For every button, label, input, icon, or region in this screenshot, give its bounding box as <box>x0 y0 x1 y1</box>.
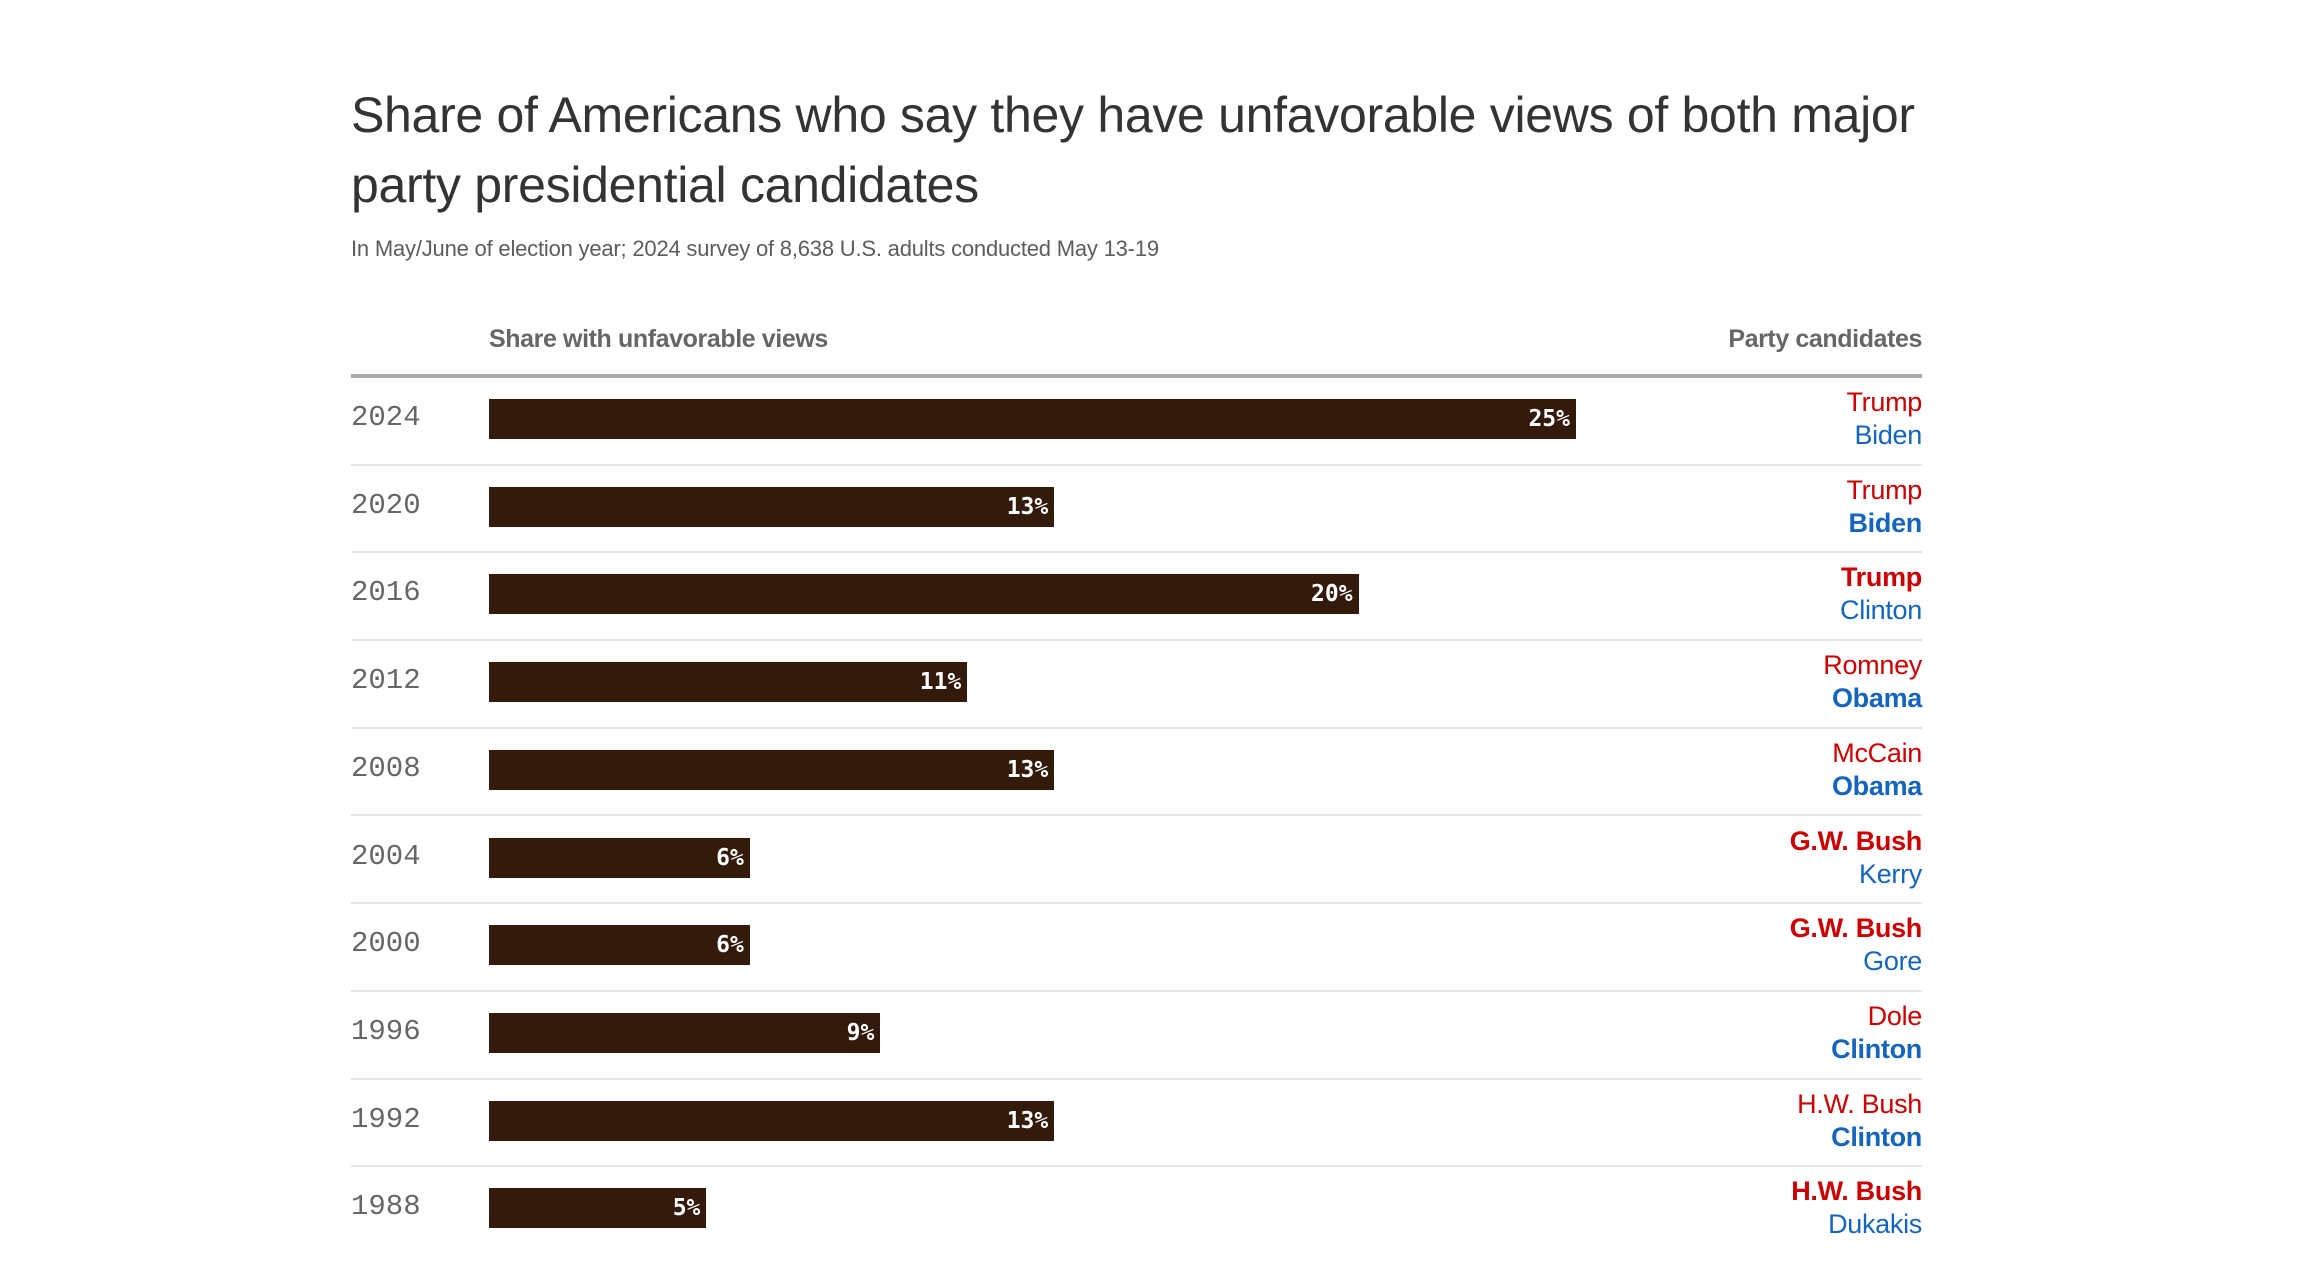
chart-row: 1992 13% H.W. Bush Clinton <box>351 1080 1922 1168</box>
candidates: Trump Clinton <box>1840 561 1922 627</box>
row-divider <box>351 463 1922 466</box>
democratic-candidate: Clinton <box>1831 1033 1922 1064</box>
year-label: 2008 <box>351 751 421 785</box>
year-label: 2000 <box>351 927 421 961</box>
bar: 25% <box>489 399 1576 439</box>
year-label: 2012 <box>351 664 421 698</box>
democratic-candidate: Biden <box>1854 420 1922 450</box>
bar: 13% <box>489 486 1055 527</box>
democratic-candidate: Obama <box>1831 770 1922 801</box>
chart-row: 1996 9% Dole Clinton <box>351 992 1922 1080</box>
republican-candidate: Trump <box>1846 474 1922 505</box>
democratic-candidate: Gore <box>1863 946 1922 977</box>
candidates: Romney Obama <box>1823 649 1922 715</box>
chart-row: 1988 5% H.W. Bush Dukakis <box>351 1167 1922 1255</box>
chart: Share of Americans who say they have unf… <box>351 0 1922 1276</box>
row-divider <box>351 814 1922 817</box>
chart-row: 2012 11% Romney Obama <box>351 641 1922 729</box>
republican-candidate: McCain <box>1832 737 1922 768</box>
bar: 20% <box>489 574 1359 615</box>
bar: 11% <box>489 662 968 703</box>
candidates: G.W. Bush Kerry <box>1789 825 1923 891</box>
year-label: 2004 <box>351 839 421 873</box>
year-label: 2024 <box>351 401 421 434</box>
democratic-candidate: Biden <box>1848 507 1922 538</box>
republican-candidate: H.W. Bush <box>1791 1176 1922 1207</box>
bar-value-label: 25% <box>1528 406 1570 432</box>
year-label: 1992 <box>351 1102 421 1136</box>
chart-row: 2004 6% G.W. Bush Kerry <box>351 817 1922 905</box>
row-divider <box>351 902 1922 905</box>
republican-candidate: G.W. Bush <box>1789 825 1923 856</box>
bar-value-label: 5% <box>672 1195 701 1222</box>
year-label: 1996 <box>351 1014 421 1048</box>
row-divider <box>351 551 1922 554</box>
bar-value-label: 13% <box>1006 756 1049 783</box>
chart-row: 2008 13% McCain Obama <box>351 729 1922 817</box>
bar: 13% <box>489 1100 1055 1141</box>
column-header-share: Share with unfavorable views <box>489 325 828 353</box>
candidates: H.W. Bush Dukakis <box>1791 1175 1922 1241</box>
bar: 9% <box>489 1012 881 1053</box>
chart-row: 2000 6% G.W. Bush Gore <box>351 904 1922 992</box>
bar: 6% <box>489 837 750 878</box>
row-divider <box>351 1165 1922 1168</box>
bar-value-label: 20% <box>1311 581 1353 608</box>
republican-candidate: H.W. Bush <box>1797 1088 1922 1119</box>
row-divider <box>351 989 1922 992</box>
column-header-candidates: Party candidates <box>1728 325 1922 353</box>
row-divider <box>351 639 1922 642</box>
bar-value-label: 11% <box>919 669 962 696</box>
republican-candidate: Trump <box>1840 562 1922 593</box>
row-divider <box>351 1077 1922 1080</box>
candidates: Dole Clinton <box>1831 1000 1922 1066</box>
bar-value-label: 6% <box>716 844 744 871</box>
republican-candidate: Dole <box>1867 1000 1923 1031</box>
bar: 5% <box>489 1188 707 1229</box>
democratic-candidate: Clinton <box>1840 595 1922 626</box>
chart-row: 2020 13% Trump Biden <box>351 466 1922 554</box>
bar-value-label: 6% <box>716 932 744 959</box>
header-rule <box>351 374 1922 378</box>
democratic-candidate: Clinton <box>1831 1121 1922 1152</box>
chart-subtitle: In May/June of election year; 2024 surve… <box>351 236 1159 261</box>
chart-title: Share of Americans who say they have unf… <box>351 87 1915 213</box>
bar-value-label: 13% <box>1006 1107 1049 1134</box>
republican-candidate: Trump <box>1846 387 1922 417</box>
chart-row: 2024 25% Trump Biden <box>351 378 1922 466</box>
republican-candidate: G.W. Bush <box>1789 913 1923 944</box>
candidates: H.W. Bush Clinton <box>1797 1088 1922 1154</box>
democratic-candidate: Obama <box>1831 683 1922 714</box>
year-label: 2020 <box>351 488 421 522</box>
candidates: Trump Biden <box>1846 386 1922 452</box>
bar-value-label: 13% <box>1006 493 1049 520</box>
year-label: 1988 <box>351 1190 421 1224</box>
year-label: 2016 <box>351 576 421 610</box>
candidates: McCain Obama <box>1832 737 1922 803</box>
republican-candidate: Romney <box>1823 650 1922 681</box>
candidates: Trump Biden <box>1846 474 1922 540</box>
bar: 13% <box>489 749 1055 790</box>
democratic-candidate: Dukakis <box>1828 1209 1922 1240</box>
bar-value-label: 9% <box>846 1019 875 1046</box>
chart-row: 2016 20% Trump Clinton <box>351 553 1922 642</box>
row-divider <box>351 726 1922 729</box>
candidates: G.W. Bush Gore <box>1789 912 1923 978</box>
democratic-candidate: Kerry <box>1858 858 1922 889</box>
bar: 6% <box>489 925 750 966</box>
